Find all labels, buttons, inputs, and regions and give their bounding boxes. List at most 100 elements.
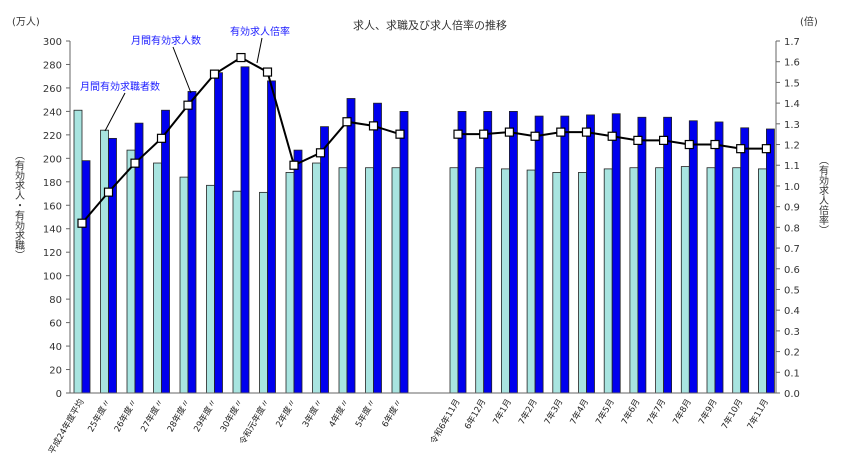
y2-tick-label: 1.2 <box>784 141 800 152</box>
ratio-point <box>183 100 193 110</box>
ratio-point <box>77 218 87 228</box>
annotation-job-seekers-label: 月間有効求職者数 <box>80 80 160 93</box>
ratio-point <box>761 144 772 154</box>
x-tick-label: 7年6月 <box>619 397 642 427</box>
x-tick-label: 6年12月 <box>462 397 488 431</box>
x-tick-label: 7年4月 <box>568 397 591 427</box>
y2-tick-label: 0.3 <box>784 327 800 338</box>
y-tick-label: 100 <box>43 272 62 283</box>
y2-tick-label: 0.6 <box>784 265 800 276</box>
y2-tick-label: 1.1 <box>784 161 800 172</box>
x-tick-label: 26年度〃 <box>112 397 140 434</box>
x-tick-label: 7年8月 <box>670 397 693 427</box>
bar-job-offers <box>766 128 775 394</box>
bar-job-offers <box>346 98 356 394</box>
bar-job-seekers <box>100 129 109 394</box>
bar-job-offers <box>637 116 647 394</box>
y2-tick-label: 1.4 <box>784 99 800 110</box>
x-tick-label: 平成24年度平均 <box>46 397 86 456</box>
bar-job-offers <box>534 115 544 394</box>
ratio-point <box>395 129 405 139</box>
bar-job-offers <box>399 111 409 394</box>
y-tick-label: 20 <box>49 366 62 377</box>
x-tick-label: 7年7月 <box>645 397 668 427</box>
x-tick-label: 30年度〃 <box>218 397 246 434</box>
ratio-point <box>581 127 592 137</box>
y-tick-label: 240 <box>43 107 62 118</box>
y-tick-label: 200 <box>43 154 62 165</box>
x-tick-label: 4年度〃 <box>327 397 352 429</box>
ratio-point <box>710 139 720 150</box>
ratio-point <box>658 135 669 145</box>
bar-job-offers <box>187 91 197 394</box>
bar-job-seekers <box>552 172 562 394</box>
bar-job-seekers <box>179 176 189 394</box>
bar-job-seekers <box>758 168 767 394</box>
bar-job-seekers <box>259 191 268 394</box>
ratio-point <box>289 160 299 170</box>
bar-job-seekers <box>365 167 374 394</box>
annotation-ratio-label: 有効求人倍率 <box>230 25 290 38</box>
ratio-point <box>684 139 694 150</box>
y2-tick-label: 1.3 <box>784 120 800 131</box>
y-tick-label: 260 <box>43 84 62 95</box>
bar-job-offers <box>373 102 382 394</box>
annotation-job-offers-label: 月間有効求人数 <box>131 34 201 47</box>
bar-job-offers <box>611 113 621 394</box>
ratio-point <box>504 127 514 137</box>
bar-job-offers <box>240 66 250 394</box>
bar-job-offers <box>320 126 329 394</box>
bar-job-seekers <box>578 172 587 394</box>
ratio-point <box>209 69 220 79</box>
annotation-job-seekers: 月間有効求職者数 <box>80 80 160 132</box>
bar-job-offers <box>293 149 303 394</box>
y2-tick-label: 0.7 <box>784 244 800 255</box>
y2-tick-label: 0.5 <box>784 285 800 296</box>
y-tick-label: 140 <box>43 225 62 236</box>
y-tick-label: 80 <box>49 295 62 306</box>
x-tick-label: 令和6年11月 <box>428 397 463 446</box>
bar-job-offers <box>740 127 750 394</box>
bar-job-offers <box>214 72 223 394</box>
bar-job-seekers <box>73 109 83 394</box>
x-tick-label: 7年9月 <box>696 397 719 427</box>
y-tick-label: 160 <box>43 201 62 212</box>
bar-job-offers <box>161 109 170 394</box>
y-tick-label: 280 <box>43 60 62 71</box>
bar-job-offers <box>663 116 672 394</box>
bar-job-offers <box>457 111 467 394</box>
y2-tick-label: 1.6 <box>784 58 800 69</box>
ratio-point <box>633 135 643 145</box>
bar-job-seekers <box>285 172 295 394</box>
bar-job-seekers <box>706 167 716 394</box>
y2-tick-label: 0.2 <box>784 348 800 359</box>
x-tick-label: 7年2月 <box>516 397 539 427</box>
y-tick-label: 0 <box>56 389 62 400</box>
ratio-point <box>556 127 566 137</box>
ratio-point <box>368 121 379 131</box>
bar-job-seekers <box>732 167 742 394</box>
right-unit-label: (倍) <box>800 15 818 28</box>
bar-job-seekers <box>232 190 242 394</box>
left-unit-label: (万人) <box>12 16 40 28</box>
x-tick-label: 28年度〃 <box>165 397 193 434</box>
x-tick-label: 3年度〃 <box>300 397 325 429</box>
x-tick-label: 6年度〃 <box>380 397 405 429</box>
x-tick-label: 7年5月 <box>593 397 616 427</box>
ratio-point <box>736 144 746 154</box>
bar-job-offers <box>560 115 570 394</box>
y2-tick-label: 0.4 <box>784 306 800 317</box>
y2-tick-label: 0.9 <box>784 203 800 214</box>
y2-tick-label: 1.0 <box>784 182 800 193</box>
x-tick-label: 2年度〃 <box>274 397 299 429</box>
ratio-point <box>156 133 167 143</box>
bar-job-offers <box>508 111 518 394</box>
y2-tick-label: 0.8 <box>784 223 800 234</box>
chart-title: 求人、求職及び求人倍率の推移 <box>353 18 507 32</box>
bar-job-offers <box>483 111 493 394</box>
y-tick-label: 60 <box>49 319 62 330</box>
bar-job-seekers <box>500 168 510 394</box>
annotation-job-offers: 月間有効求人数 <box>131 34 201 94</box>
x-tick-label: 29年度〃 <box>191 397 219 434</box>
